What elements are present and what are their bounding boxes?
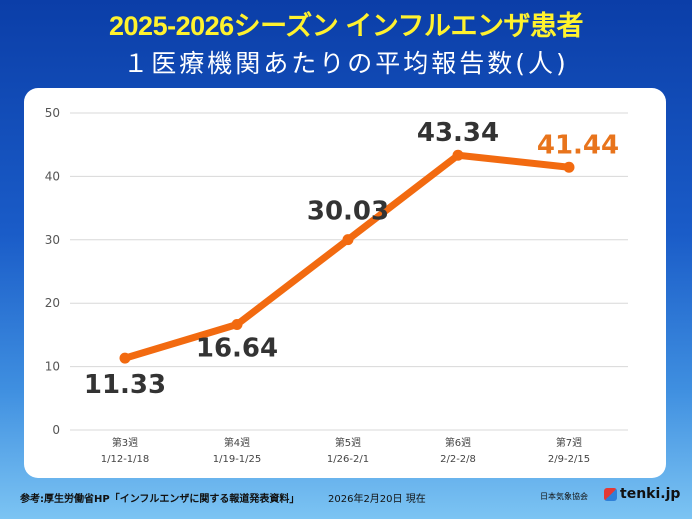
data-point xyxy=(231,319,243,331)
logo-text: tenki.jp xyxy=(620,486,681,502)
y-tick-label: 0 xyxy=(52,423,60,437)
x-tick-sublabel: 2/9-2/15 xyxy=(548,454,590,465)
data-label: 30.03 xyxy=(307,197,389,227)
tenki-logo: tenki.jp xyxy=(604,486,680,502)
series-line xyxy=(121,151,573,362)
x-tick-sublabel: 2/2-2/8 xyxy=(440,454,476,465)
x-tick-label: 第4週 xyxy=(224,436,250,449)
data-point xyxy=(342,234,354,246)
x-tick-label: 第5週 xyxy=(335,436,361,449)
x-tick-sublabel: 1/19-1/25 xyxy=(213,454,262,465)
y-tick-label: 20 xyxy=(45,296,60,310)
data-label: 11.33 xyxy=(84,370,166,400)
x-tick-label: 第3週 xyxy=(112,436,138,449)
source-note: 参考:厚生労働省HP「インフルエンザに関する報道発表資料」 xyxy=(20,494,300,505)
x-tick-label: 第7週 xyxy=(556,436,582,449)
chart-title: 2025-2026シーズン インフルエンザ患者 xyxy=(109,11,583,41)
data-point xyxy=(563,161,575,173)
y-tick-label: 40 xyxy=(45,169,60,183)
chart-panel xyxy=(24,88,666,478)
date-note: 2026年2月20日 現在 xyxy=(328,494,426,505)
y-tick-label: 30 xyxy=(45,233,60,247)
org-name: 日本気象協会 xyxy=(540,492,588,501)
chart-subtitle: １医療機関あたりの平均報告数(人) xyxy=(123,49,569,78)
logo-icon xyxy=(604,487,617,501)
x-tick-label: 第6週 xyxy=(445,436,471,449)
data-point xyxy=(119,352,131,364)
data-label: 16.64 xyxy=(196,334,278,364)
data-label: 43.34 xyxy=(417,118,499,148)
y-tick-label: 50 xyxy=(45,106,60,120)
data-point xyxy=(452,149,464,161)
x-tick-sublabel: 1/12-1/18 xyxy=(101,454,150,465)
data-label: 41.44 xyxy=(537,130,619,160)
y-tick-label: 10 xyxy=(45,360,60,374)
x-tick-sublabel: 1/26-2/1 xyxy=(327,454,369,465)
